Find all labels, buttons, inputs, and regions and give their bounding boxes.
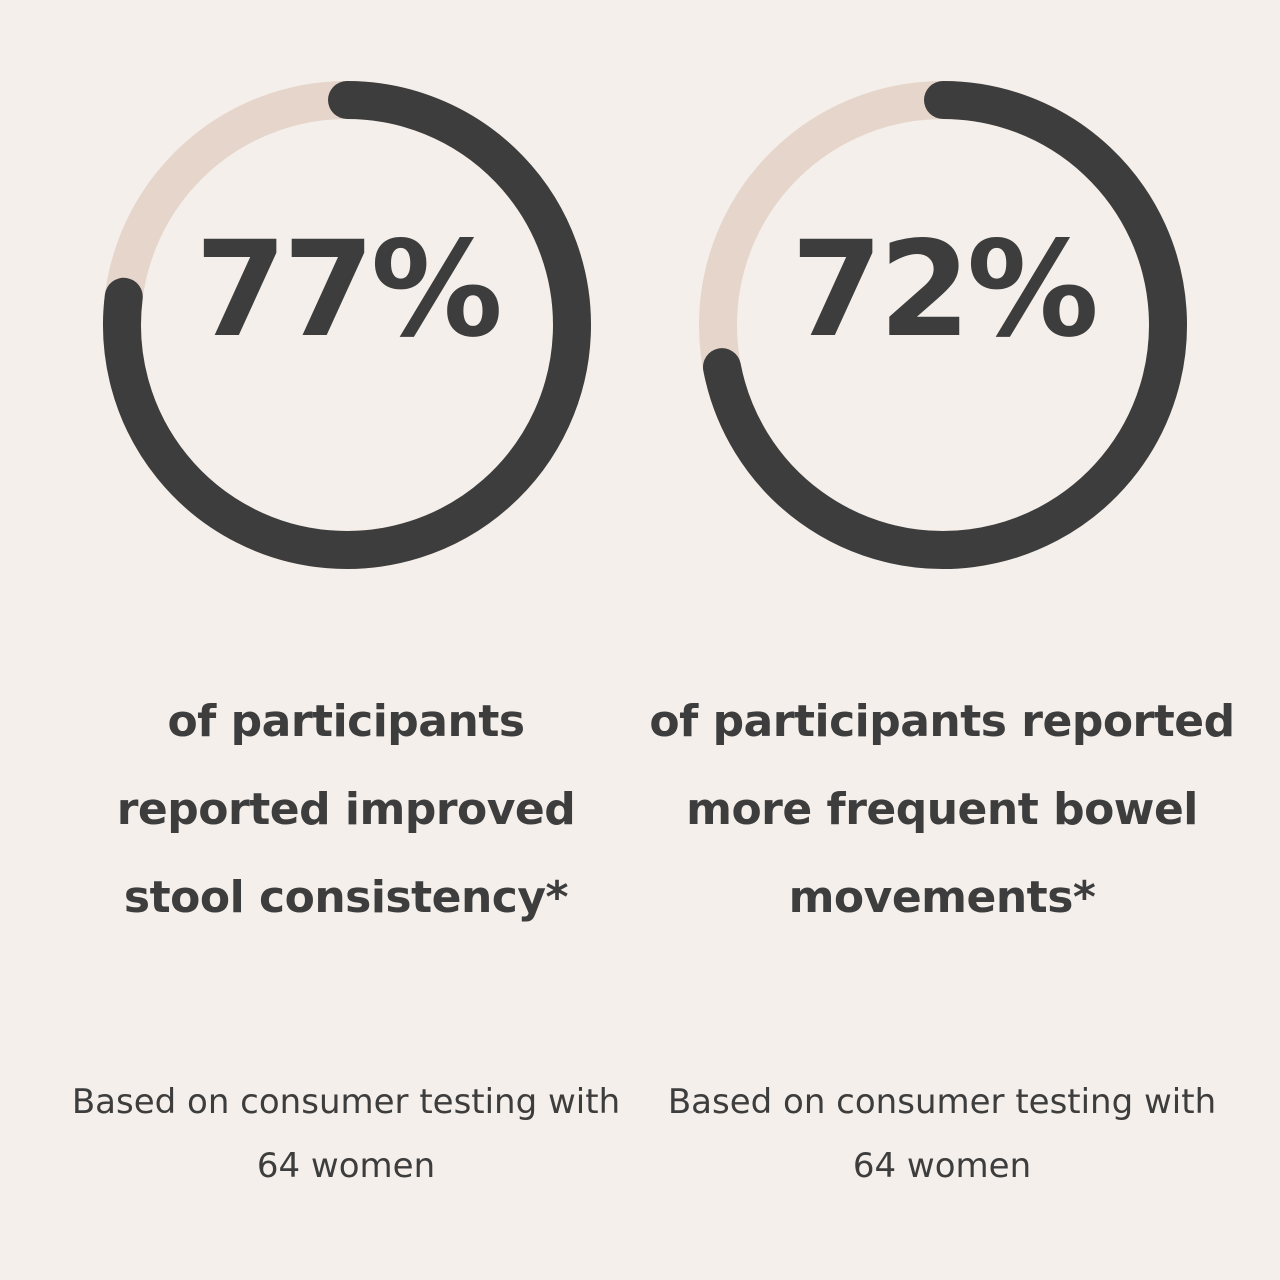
ring-fill-arc bbox=[702, 81, 1187, 569]
stat-card-bowel-movements: 72% of participants reported more freque… bbox=[632, 0, 1252, 1280]
percent-value: 77% bbox=[195, 213, 503, 367]
stat-card-stool-consistency: 77% of participants reported improved st… bbox=[36, 0, 656, 1280]
progress-ring bbox=[102, 80, 592, 570]
footnote: Based on consumer testing with 64 women bbox=[632, 1070, 1252, 1198]
description-line: of participants reported bbox=[649, 696, 1235, 747]
description-line: movements* bbox=[788, 872, 1096, 923]
description-line: stool consistency* bbox=[123, 872, 569, 923]
progress-ring bbox=[698, 80, 1188, 570]
percent-value: 72% bbox=[791, 213, 1099, 367]
description-line: reported improved bbox=[116, 784, 576, 835]
description-line: more frequent bowel bbox=[686, 784, 1198, 835]
stat-description: of participants reported improved stool … bbox=[36, 678, 656, 942]
footnote-line: Based on consumer testing with bbox=[71, 1082, 621, 1122]
progress-ring-chart bbox=[103, 81, 591, 569]
ring-fill-arc bbox=[103, 81, 591, 569]
footnote: Based on consumer testing with 64 women bbox=[36, 1070, 656, 1198]
description-line: of participants bbox=[167, 696, 525, 747]
stat-description: of participants reported more frequent b… bbox=[632, 678, 1252, 942]
footnote-line: 64 women bbox=[852, 1146, 1032, 1186]
footnote-line: 64 women bbox=[256, 1146, 436, 1186]
footnote-line: Based on consumer testing with bbox=[667, 1082, 1217, 1122]
progress-ring-chart bbox=[699, 81, 1187, 569]
